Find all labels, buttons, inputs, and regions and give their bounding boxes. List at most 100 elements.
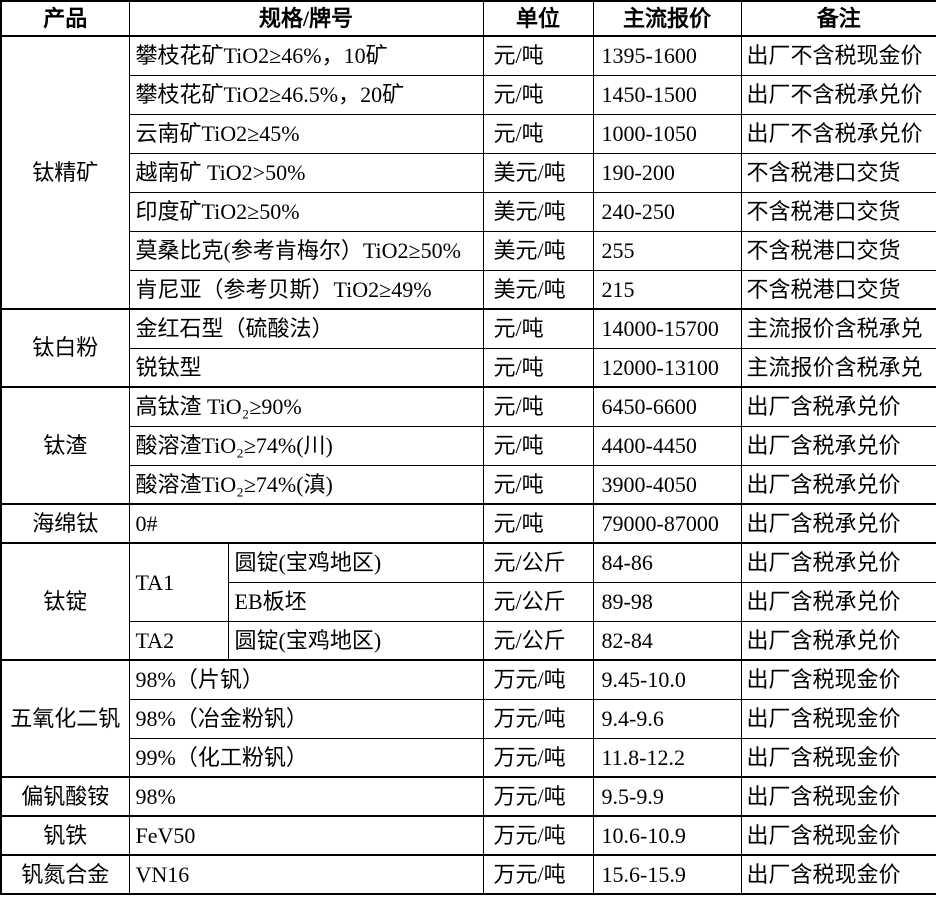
price-cell: 9.4-9.6: [592, 698, 742, 739]
note-cell: 出厂含税现金价: [740, 854, 936, 895]
table-row: EB板坯 元/公斤 89-98 出厂含税承兑价: [1, 581, 936, 622]
price-cell: 3900-4050: [592, 464, 742, 505]
note-cell: 出厂含税现金价: [740, 659, 936, 700]
product-cell: 偏钒酸铵: [0, 776, 130, 817]
unit-cell: 元/吨: [482, 347, 594, 388]
grade-cell: TA2: [128, 620, 229, 661]
note-cell: 出厂含税承兑价: [740, 581, 936, 622]
table-row: TA2 圆锭(宝鸡地区) 元/公斤 82-84 出厂含税承兑价: [1, 620, 936, 661]
note-cell: 出厂含税现金价: [740, 737, 936, 778]
price-cell: 12000-13100: [592, 347, 742, 388]
spec-cell: VN16: [128, 854, 484, 895]
table-row: 酸溶渣TiO₂≥74%(滇) 元/吨 3900-4050 出厂含税承兑价: [1, 464, 936, 505]
spec-cell: 0#: [128, 503, 484, 544]
note-cell: 出厂不含税承兑价: [740, 113, 936, 154]
price-cell: 9.45-10.0: [592, 659, 742, 700]
note-cell: 出厂含税承兑价: [740, 503, 936, 544]
spec-cell: 98%（片钒）: [128, 659, 484, 700]
note-cell: 不含税港口交货: [740, 191, 936, 232]
table-row: 海绵钛 0# 元/吨 79000-87000 出厂含税承兑价: [0, 503, 936, 544]
price-cell: 1450-1500: [592, 74, 742, 115]
unit-cell: 美元/吨: [482, 269, 594, 310]
spec-cell: 圆锭(宝鸡地区): [227, 542, 484, 583]
table-row: 酸溶渣TiO₂≥74%(川) 元/吨 4400-4450 出厂含税承兑价: [1, 425, 936, 466]
spec-cell: 攀枝花矿TiO2≥46.5%，20矿: [128, 74, 484, 115]
table-row: 钛白粉 金红石型（硫酸法） 元/吨 14000-15700 主流报价含税承兑: [0, 308, 936, 388]
product-cell: 钒铁: [0, 815, 130, 856]
table-row: 越南矿 TiO2>50% 美元/吨 190-200 不含税港口交货: [1, 152, 936, 193]
unit-cell: 元/吨: [482, 113, 594, 154]
table-row: 钒氮合金 VN16 万元/吨 15.6-15.9 出厂含税现金价: [0, 854, 936, 895]
unit-cell: 万元/吨: [482, 776, 594, 817]
spec-cell: 莫桑比克(参考肯梅尔）TiO2≥50%: [128, 230, 484, 271]
price-cell: 215: [592, 269, 742, 310]
table-row: 云南矿TiO2≥45% 元/吨 1000-1050 出厂不含税承兑价: [1, 113, 936, 154]
price-cell: 1395-1600: [592, 35, 742, 76]
note-cell: 出厂含税承兑价: [740, 542, 936, 583]
unit-cell: 美元/吨: [482, 191, 594, 232]
note-cell: 出厂不含税现金价: [740, 35, 936, 76]
table-row: 莫桑比克(参考肯梅尔）TiO2≥50% 美元/吨 255 不含税港口交货: [1, 230, 936, 271]
table-row: 钛精矿 攀枝花矿TiO2≥46%，10矿 元/吨 1395-1600 出厂不含税…: [0, 35, 936, 310]
price-cell: 11.8-12.2: [592, 737, 742, 778]
table-row: 五氧化二钒 98%（片钒） 万元/吨 9.45-10.0 出厂含税现金价: [0, 659, 936, 778]
spec-cell: FeV50: [128, 815, 484, 856]
product-cell: 钛精矿: [0, 35, 130, 310]
table-row: 印度矿TiO2≥50% 美元/吨 240-250 不含税港口交货: [1, 191, 936, 232]
unit-cell: 万元/吨: [482, 698, 594, 739]
table-row: 锐钛型 元/吨 12000-13100 主流报价含税承兑: [1, 347, 936, 388]
spec-cell: 攀枝花矿TiO2≥46%，10矿: [128, 35, 484, 76]
header-price: 主流报价: [592, 0, 742, 37]
price-cell: 79000-87000: [592, 503, 742, 544]
price-cell: 4400-4450: [592, 425, 742, 466]
price-cell: 190-200: [592, 152, 742, 193]
unit-cell: 万元/吨: [482, 659, 594, 700]
unit-cell: 元/吨: [482, 425, 594, 466]
table-row: 钒铁 FeV50 万元/吨 10.6-10.9 出厂含税现金价: [0, 815, 936, 856]
note-cell: 不含税港口交货: [740, 230, 936, 271]
price-cell: 1000-1050: [592, 113, 742, 154]
note-cell: 出厂含税现金价: [740, 815, 936, 856]
unit-cell: 元/吨: [482, 503, 594, 544]
table-row: 攀枝花矿TiO2≥46.5%，20矿 元/吨 1450-1500 出厂不含税承兑…: [1, 74, 936, 115]
spec-cell: 锐钛型: [128, 347, 484, 388]
spec-cell: 印度矿TiO2≥50%: [128, 191, 484, 232]
unit-cell: 元/公斤: [482, 581, 594, 622]
unit-cell: 美元/吨: [482, 152, 594, 193]
unit-cell: 元/吨: [482, 35, 594, 76]
header-spec: 规格/牌号: [128, 0, 484, 37]
spec-cell: 99%（化工粉钒）: [128, 737, 484, 778]
price-cell: 15.6-15.9: [592, 854, 742, 895]
grade-cell: TA1: [128, 542, 229, 622]
spec-cell: 肯尼亚（参考贝斯）TiO2≥49%: [128, 269, 484, 310]
price-cell: 84-86: [592, 542, 742, 583]
price-cell: 10.6-10.9: [592, 815, 742, 856]
spec-cell: 酸溶渣TiO₂≥74%(川): [128, 425, 484, 466]
note-cell: 出厂不含税承兑价: [740, 74, 936, 115]
price-cell: 82-84: [592, 620, 742, 661]
spec-cell: 圆锭(宝鸡地区): [227, 620, 484, 661]
table-row: 99%（化工粉钒） 万元/吨 11.8-12.2 出厂含税现金价: [1, 737, 936, 778]
note-cell: 出厂含税承兑价: [740, 386, 936, 427]
unit-cell: 万元/吨: [482, 737, 594, 778]
note-cell: 出厂含税现金价: [740, 698, 936, 739]
note-cell: 出厂含税承兑价: [740, 620, 936, 661]
price-cell: 255: [592, 230, 742, 271]
spec-cell: 高钛渣 TiO₂≥90%: [128, 386, 484, 427]
spec-cell: 金红石型（硫酸法）: [128, 308, 484, 349]
table-row: 钛渣 高钛渣 TiO₂≥90% 元/吨 6450-6600 出厂含税承兑价: [0, 386, 936, 505]
unit-cell: 元/吨: [482, 386, 594, 427]
product-cell: 钛白粉: [0, 308, 130, 388]
table-row: 钛锭 TA1 圆锭(宝鸡地区) 元/公斤 84-86 出厂含税承兑价: [0, 542, 936, 661]
spec-cell: 98%（冶金粉钒）: [128, 698, 484, 739]
note-cell: 出厂含税现金价: [740, 776, 936, 817]
price-cell: 240-250: [592, 191, 742, 232]
note-cell: 出厂含税承兑价: [740, 464, 936, 505]
product-cell: 钒氮合金: [0, 854, 130, 895]
price-cell: 9.5-9.9: [592, 776, 742, 817]
spec-cell: EB板坯: [227, 581, 484, 622]
note-cell: 不含税港口交货: [740, 269, 936, 310]
unit-cell: 万元/吨: [482, 854, 594, 895]
table-row: 偏钒酸铵 98% 万元/吨 9.5-9.9 出厂含税现金价: [0, 776, 936, 817]
